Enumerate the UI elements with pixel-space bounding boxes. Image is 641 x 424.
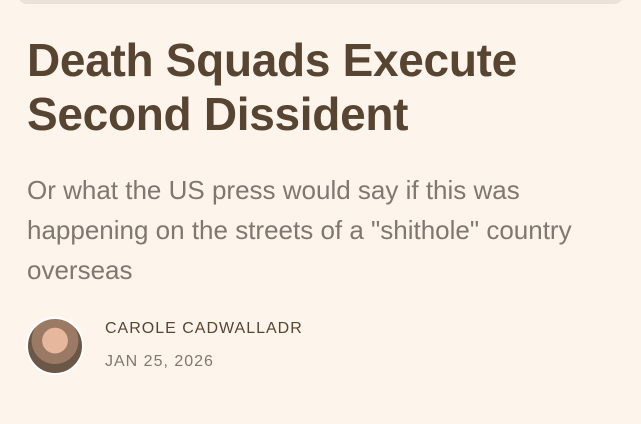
publish-date: JAN 25, 2026 <box>105 353 214 370</box>
author-avatar[interactable] <box>26 317 84 375</box>
article-title: Death Squads Execute Second Dissident <box>27 34 517 140</box>
article-subtitle: Or what the US press would say if this w… <box>27 175 572 285</box>
author-name[interactable]: CAROLE CADWALLADR <box>105 320 303 337</box>
top-bar <box>18 0 623 4</box>
